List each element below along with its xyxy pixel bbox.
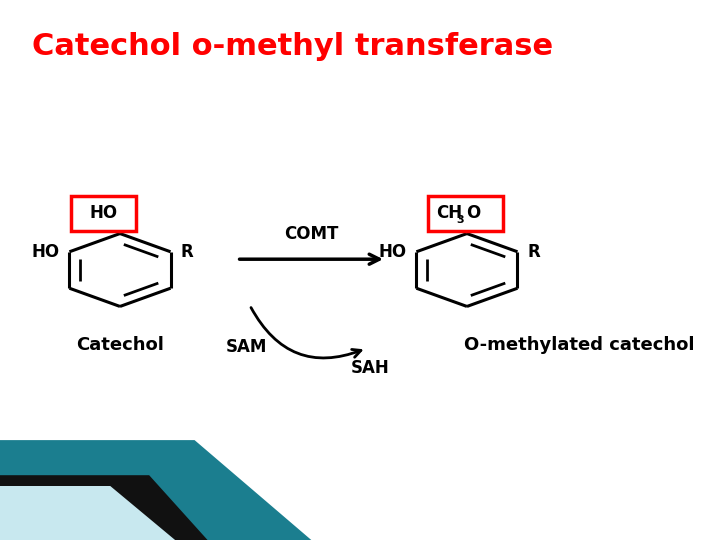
Polygon shape (0, 486, 175, 540)
Text: R: R (527, 243, 540, 261)
Text: HO: HO (379, 243, 407, 261)
Text: Catechol o-methyl transferase: Catechol o-methyl transferase (32, 32, 554, 62)
Text: O: O (467, 204, 480, 222)
Bar (428, 196, 503, 231)
Text: HO: HO (90, 204, 118, 222)
Text: HO: HO (32, 243, 60, 261)
Text: 3: 3 (456, 215, 464, 225)
Text: CH: CH (436, 204, 462, 222)
FancyArrowPatch shape (251, 308, 361, 358)
Bar (71, 196, 136, 231)
Text: COMT: COMT (284, 225, 338, 243)
Text: SAM: SAM (226, 338, 267, 355)
Text: SAH: SAH (351, 359, 389, 377)
Polygon shape (0, 475, 207, 540)
Polygon shape (0, 440, 311, 540)
Text: Catechol: Catechol (76, 336, 164, 354)
Text: O-methylated catechol: O-methylated catechol (464, 336, 694, 354)
Text: R: R (180, 243, 193, 261)
